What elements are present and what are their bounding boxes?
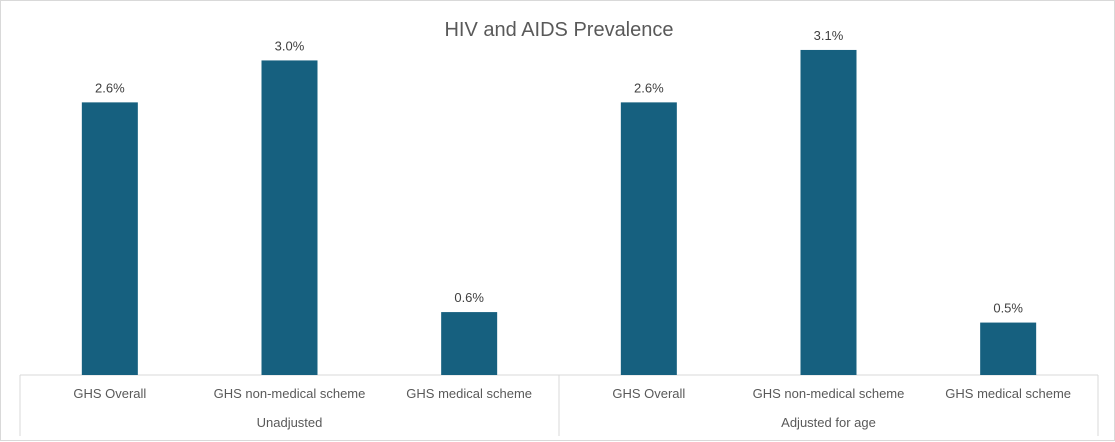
category-tick-label: GHS Overall <box>73 386 146 401</box>
category-axis-labels: GHS Overall GHS non-medical scheme GHS med… <box>73 386 1071 401</box>
data-label: 0.5% <box>993 301 1023 316</box>
bar <box>980 322 1037 375</box>
bar <box>441 312 498 375</box>
bar <box>261 60 318 376</box>
chart-title: HIV and AIDS Prevalence <box>444 19 673 41</box>
group-axis-labels: Unadjusted Adjusted for age <box>257 415 876 430</box>
data-labels: 2.6% 3.0% 0.6% 2.6% 3.1% 0.5% <box>95 28 1023 316</box>
category-tick-label: GHS medical scheme <box>945 386 1071 401</box>
data-label: 3.0% <box>275 38 305 53</box>
category-tick-label: GHS non-medical scheme <box>214 386 366 401</box>
category-tick-label: GHS non-medical scheme <box>753 386 905 401</box>
bar-series <box>81 49 1037 376</box>
group-tick-label: Unadjusted <box>257 415 323 430</box>
x-axis <box>19 374 1099 436</box>
data-label: 2.6% <box>95 80 125 95</box>
category-tick-label: GHS Overall <box>612 386 685 401</box>
bar <box>800 49 857 375</box>
category-tick-label: GHS medical scheme <box>406 386 532 401</box>
group-tick-label: Adjusted for age <box>781 415 876 430</box>
data-label: 0.6% <box>454 290 484 305</box>
data-label: 2.6% <box>634 80 664 95</box>
bar <box>620 102 677 375</box>
data-label: 3.1% <box>814 28 844 43</box>
bar <box>81 102 138 375</box>
